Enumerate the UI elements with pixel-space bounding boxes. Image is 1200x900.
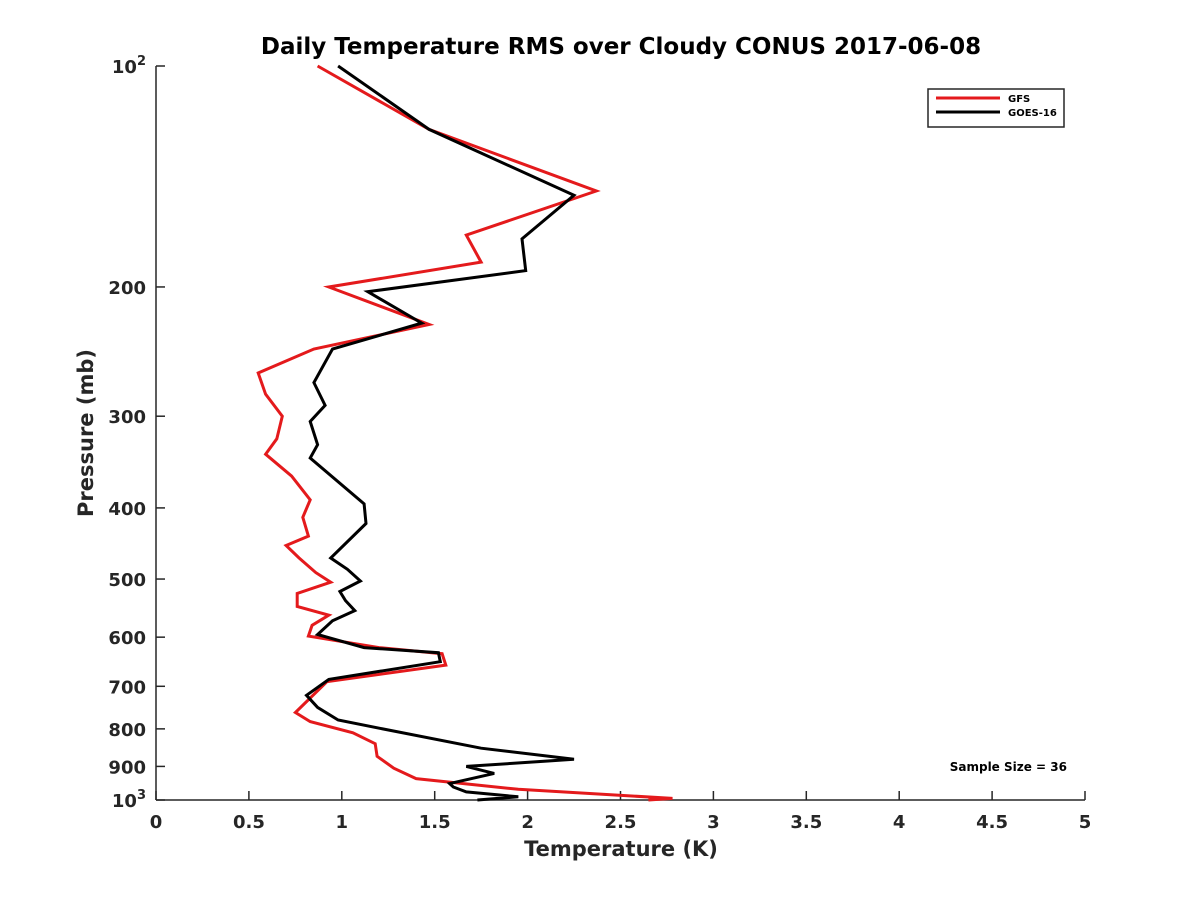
x-axis-label: Temperature (K)	[524, 837, 718, 861]
legend-box	[927, 88, 1065, 128]
x-tick-label: 1.5	[419, 812, 451, 833]
x-tick-label: 2.5	[605, 812, 637, 833]
y-tick-label: 700	[108, 677, 146, 698]
series-line-gfs	[256, 64, 673, 802]
y-axis: 102 200 300 400 500 600 700 800 900 103	[108, 54, 165, 812]
x-tick-label: 0.5	[233, 812, 265, 833]
y-tick-label: 500	[108, 570, 146, 591]
x-tick-label: 1	[336, 812, 349, 833]
x-tick-label: 0	[150, 812, 163, 833]
x-axis: 0 0.5 1 1.5 2 2.5 3 3.5 4 4.5 5	[150, 791, 1092, 833]
x-tick-label: 4	[893, 812, 906, 833]
y-tick-label: 300	[108, 407, 146, 428]
y-tick-label: 103	[112, 788, 146, 812]
sample-size-annotation: Sample Size = 36	[950, 760, 1067, 774]
x-tick-label: 3.5	[790, 812, 822, 833]
plot-frame	[155, 66, 1085, 801]
legend-label: GFS	[1008, 94, 1030, 105]
legend: GFS GOES-16	[927, 88, 1065, 128]
x-tick-label: 4.5	[976, 812, 1008, 833]
x-tick-label: 2	[521, 812, 534, 833]
y-tick-label: 200	[108, 278, 146, 299]
y-axis-label: Pressure (mb)	[74, 349, 98, 517]
y-tick-label: 900	[108, 757, 146, 778]
legend-label: GOES-16	[1008, 108, 1057, 119]
x-tick-label: 5	[1079, 812, 1092, 833]
y-tick-label: 400	[108, 499, 146, 520]
y-tick-label: 600	[108, 628, 146, 649]
chart-title: Daily Temperature RMS over Cloudy CONUS …	[261, 34, 981, 60]
series-line-goes-16	[304, 64, 577, 802]
x-tick-label: 3	[707, 812, 720, 833]
series-lines	[256, 64, 673, 802]
y-tick-label: 102	[112, 54, 146, 78]
y-tick-label: 800	[108, 720, 146, 741]
